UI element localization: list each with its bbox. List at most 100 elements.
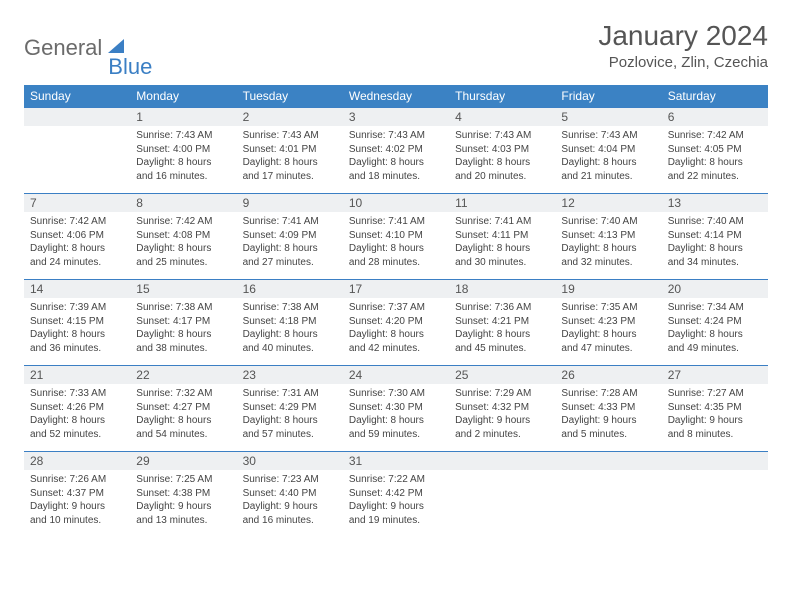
day-details: Sunrise: 7:42 AMSunset: 4:06 PMDaylight:… — [24, 212, 130, 274]
daylight-text: Daylight: 8 hours and 24 minutes. — [30, 242, 124, 269]
sunset-text: Sunset: 4:10 PM — [349, 229, 443, 243]
weekday-header: Monday — [130, 85, 236, 107]
daylight-text: Daylight: 8 hours and 22 minutes. — [668, 156, 762, 183]
day-details: Sunrise: 7:23 AMSunset: 4:40 PMDaylight:… — [237, 470, 343, 532]
sunset-text: Sunset: 4:33 PM — [561, 401, 655, 415]
calendar-day-cell: 22Sunrise: 7:32 AMSunset: 4:27 PMDayligh… — [130, 365, 236, 451]
sunrise-text: Sunrise: 7:43 AM — [136, 129, 230, 143]
calendar-day-cell: 19Sunrise: 7:35 AMSunset: 4:23 PMDayligh… — [555, 279, 661, 365]
sunrise-text: Sunrise: 7:40 AM — [561, 215, 655, 229]
day-number: 29 — [130, 451, 236, 470]
day-number: 31 — [343, 451, 449, 470]
logo-text-blue: Blue — [108, 54, 152, 80]
day-number: 5 — [555, 107, 661, 126]
day-number: 30 — [237, 451, 343, 470]
sunrise-text: Sunrise: 7:41 AM — [455, 215, 549, 229]
calendar-day-cell: 29Sunrise: 7:25 AMSunset: 4:38 PMDayligh… — [130, 451, 236, 537]
day-details: Sunrise: 7:34 AMSunset: 4:24 PMDaylight:… — [662, 298, 768, 360]
sunset-text: Sunset: 4:14 PM — [668, 229, 762, 243]
sunset-text: Sunset: 4:20 PM — [349, 315, 443, 329]
daylight-text: Daylight: 8 hours and 47 minutes. — [561, 328, 655, 355]
sunrise-text: Sunrise: 7:43 AM — [349, 129, 443, 143]
daylight-text: Daylight: 8 hours and 54 minutes. — [136, 414, 230, 441]
daylight-text: Daylight: 8 hours and 27 minutes. — [243, 242, 337, 269]
sunrise-text: Sunrise: 7:30 AM — [349, 387, 443, 401]
day-details: Sunrise: 7:37 AMSunset: 4:20 PMDaylight:… — [343, 298, 449, 360]
calendar-day-cell: 21Sunrise: 7:33 AMSunset: 4:26 PMDayligh… — [24, 365, 130, 451]
day-number: 6 — [662, 107, 768, 126]
calendar-day-cell: 9Sunrise: 7:41 AMSunset: 4:09 PMDaylight… — [237, 193, 343, 279]
sunset-text: Sunset: 4:17 PM — [136, 315, 230, 329]
day-details: Sunrise: 7:25 AMSunset: 4:38 PMDaylight:… — [130, 470, 236, 532]
daylight-text: Daylight: 8 hours and 36 minutes. — [30, 328, 124, 355]
sunrise-text: Sunrise: 7:38 AM — [243, 301, 337, 315]
sunrise-text: Sunrise: 7:25 AM — [136, 473, 230, 487]
sunrise-text: Sunrise: 7:28 AM — [561, 387, 655, 401]
day-number: 16 — [237, 279, 343, 298]
day-details: Sunrise: 7:43 AMSunset: 4:01 PMDaylight:… — [237, 126, 343, 188]
sunset-text: Sunset: 4:23 PM — [561, 315, 655, 329]
calendar-day-cell: 30Sunrise: 7:23 AMSunset: 4:40 PMDayligh… — [237, 451, 343, 537]
sunset-text: Sunset: 4:40 PM — [243, 487, 337, 501]
weekday-header: Thursday — [449, 85, 555, 107]
day-details: Sunrise: 7:38 AMSunset: 4:18 PMDaylight:… — [237, 298, 343, 360]
sunrise-text: Sunrise: 7:33 AM — [30, 387, 124, 401]
calendar-day-cell: 27Sunrise: 7:27 AMSunset: 4:35 PMDayligh… — [662, 365, 768, 451]
calendar-week-row: 1Sunrise: 7:43 AMSunset: 4:00 PMDaylight… — [24, 107, 768, 193]
day-details: Sunrise: 7:36 AMSunset: 4:21 PMDaylight:… — [449, 298, 555, 360]
weekday-header: Saturday — [662, 85, 768, 107]
daylight-text: Daylight: 9 hours and 5 minutes. — [561, 414, 655, 441]
calendar-day-cell: 31Sunrise: 7:22 AMSunset: 4:42 PMDayligh… — [343, 451, 449, 537]
daylight-text: Daylight: 9 hours and 19 minutes. — [349, 500, 443, 527]
calendar-day-cell: 25Sunrise: 7:29 AMSunset: 4:32 PMDayligh… — [449, 365, 555, 451]
weekday-header: Wednesday — [343, 85, 449, 107]
sunset-text: Sunset: 4:15 PM — [30, 315, 124, 329]
day-number: 14 — [24, 279, 130, 298]
calendar-week-row: 21Sunrise: 7:33 AMSunset: 4:26 PMDayligh… — [24, 365, 768, 451]
sunset-text: Sunset: 4:29 PM — [243, 401, 337, 415]
sunrise-text: Sunrise: 7:43 AM — [455, 129, 549, 143]
weekday-header-row: Sunday Monday Tuesday Wednesday Thursday… — [24, 85, 768, 107]
header: General Blue January 2024 Pozlovice, Zli… — [24, 20, 768, 71]
calendar-day-cell: 8Sunrise: 7:42 AMSunset: 4:08 PMDaylight… — [130, 193, 236, 279]
day-details: Sunrise: 7:28 AMSunset: 4:33 PMDaylight:… — [555, 384, 661, 446]
daylight-text: Daylight: 8 hours and 25 minutes. — [136, 242, 230, 269]
sunset-text: Sunset: 4:35 PM — [668, 401, 762, 415]
day-number-empty — [555, 451, 661, 470]
daylight-text: Daylight: 8 hours and 18 minutes. — [349, 156, 443, 183]
sunset-text: Sunset: 4:09 PM — [243, 229, 337, 243]
sunrise-text: Sunrise: 7:34 AM — [668, 301, 762, 315]
day-details: Sunrise: 7:35 AMSunset: 4:23 PMDaylight:… — [555, 298, 661, 360]
daylight-text: Daylight: 9 hours and 16 minutes. — [243, 500, 337, 527]
day-details: Sunrise: 7:40 AMSunset: 4:14 PMDaylight:… — [662, 212, 768, 274]
daylight-text: Daylight: 9 hours and 10 minutes. — [30, 500, 124, 527]
sunset-text: Sunset: 4:02 PM — [349, 143, 443, 157]
sunrise-text: Sunrise: 7:41 AM — [349, 215, 443, 229]
calendar-day-cell: 13Sunrise: 7:40 AMSunset: 4:14 PMDayligh… — [662, 193, 768, 279]
daylight-text: Daylight: 8 hours and 57 minutes. — [243, 414, 337, 441]
sunset-text: Sunset: 4:13 PM — [561, 229, 655, 243]
calendar-week-row: 7Sunrise: 7:42 AMSunset: 4:06 PMDaylight… — [24, 193, 768, 279]
day-number: 28 — [24, 451, 130, 470]
day-details: Sunrise: 7:32 AMSunset: 4:27 PMDaylight:… — [130, 384, 236, 446]
day-number-empty — [24, 107, 130, 126]
day-number: 17 — [343, 279, 449, 298]
sunrise-text: Sunrise: 7:40 AM — [668, 215, 762, 229]
sunset-text: Sunset: 4:30 PM — [349, 401, 443, 415]
sunrise-text: Sunrise: 7:42 AM — [136, 215, 230, 229]
daylight-text: Daylight: 8 hours and 30 minutes. — [455, 242, 549, 269]
sunset-text: Sunset: 4:01 PM — [243, 143, 337, 157]
calendar-day-cell: 24Sunrise: 7:30 AMSunset: 4:30 PMDayligh… — [343, 365, 449, 451]
day-details: Sunrise: 7:30 AMSunset: 4:30 PMDaylight:… — [343, 384, 449, 446]
day-details: Sunrise: 7:39 AMSunset: 4:15 PMDaylight:… — [24, 298, 130, 360]
calendar-week-row: 14Sunrise: 7:39 AMSunset: 4:15 PMDayligh… — [24, 279, 768, 365]
calendar-day-cell: 15Sunrise: 7:38 AMSunset: 4:17 PMDayligh… — [130, 279, 236, 365]
sunset-text: Sunset: 4:11 PM — [455, 229, 549, 243]
calendar-day-cell: 1Sunrise: 7:43 AMSunset: 4:00 PMDaylight… — [130, 107, 236, 193]
day-number: 20 — [662, 279, 768, 298]
day-details: Sunrise: 7:22 AMSunset: 4:42 PMDaylight:… — [343, 470, 449, 532]
daylight-text: Daylight: 8 hours and 40 minutes. — [243, 328, 337, 355]
day-number: 18 — [449, 279, 555, 298]
day-details: Sunrise: 7:43 AMSunset: 4:04 PMDaylight:… — [555, 126, 661, 188]
day-details: Sunrise: 7:43 AMSunset: 4:02 PMDaylight:… — [343, 126, 449, 188]
